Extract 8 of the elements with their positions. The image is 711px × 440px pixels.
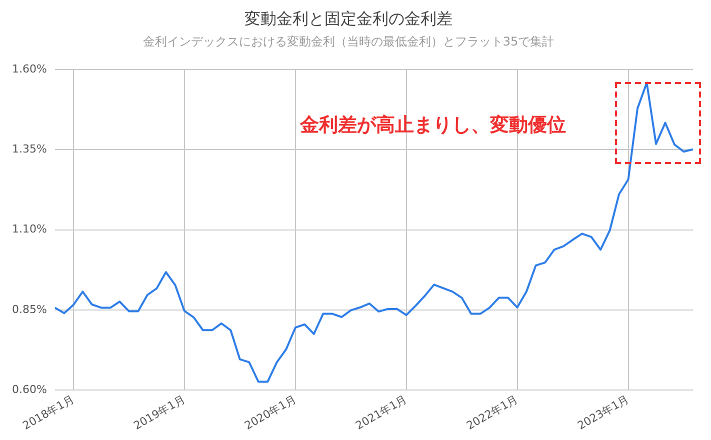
y-tick-label: 1.35% bbox=[12, 142, 47, 156]
chart-title: 変動金利と固定金利の金利差 bbox=[244, 8, 452, 28]
y-tick-label: 0.60% bbox=[12, 382, 47, 396]
y-tick-label: 0.85% bbox=[12, 302, 47, 316]
y-tick-label: 1.10% bbox=[12, 222, 47, 236]
annotation: 金利差が高止まりし、変動優位 bbox=[300, 113, 566, 138]
chart-subtitle: 金利インデックスにおける変動金利（当時の最低金利）とフラット35で集計 bbox=[142, 34, 554, 49]
y-tick-label: 1.60% bbox=[12, 62, 47, 76]
